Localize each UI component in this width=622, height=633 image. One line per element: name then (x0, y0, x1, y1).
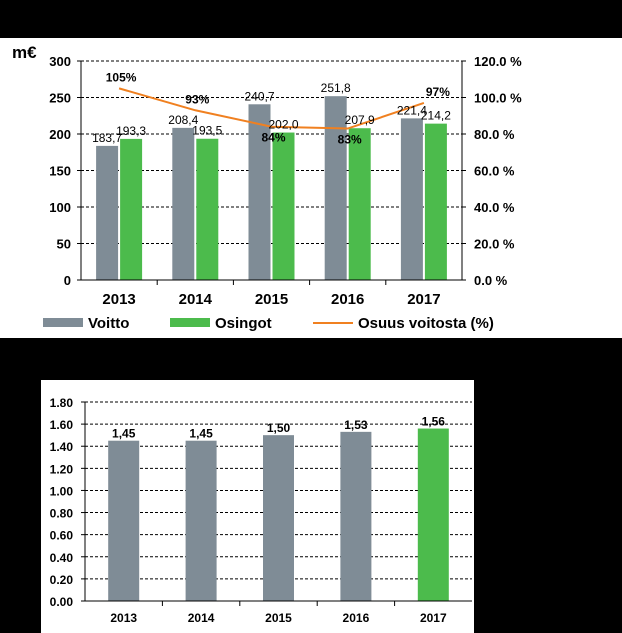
bar-voitto-2016 (324, 96, 347, 280)
y-tick-label: 1.60 (50, 418, 74, 432)
bar-voitto-2014 (172, 127, 195, 280)
legend-label-osuus: Osuus voitosta (%) (358, 315, 494, 332)
data-label-osingot: 193,5 (192, 124, 222, 138)
chart-2-grid (85, 401, 472, 580)
y2-tick-label: 0.0 % (474, 273, 508, 288)
y-tick-label: 1.40 (50, 440, 74, 454)
data-label-osuus: 84% (261, 131, 285, 145)
legend-swatch-osingot (170, 318, 210, 327)
y2-tick-label: 100.0 % (474, 91, 522, 106)
x-tick-label: 2013 (110, 611, 137, 625)
legend-label-voitto: Voitto (88, 315, 129, 332)
y-tick-label: 200 (49, 127, 71, 142)
y2-tick-label: 80.0 % (474, 127, 515, 142)
y2-tick-label: 60.0 % (474, 164, 515, 179)
data-label-osuus: 105% (106, 70, 137, 84)
bar-osingot-2015 (272, 132, 295, 280)
y2-tick-label: 20.0 % (474, 237, 515, 252)
chart-2-data-labels: 1,45 1,45 1,50 1,53 1,56 (112, 415, 445, 441)
chart-1-axes: 0 50 100 150 200 250 300 0.0 % 20.0 % 40.0 % 60.0 … (49, 54, 522, 308)
line-osuus-voitosta (118, 87, 425, 130)
data-label-voitto: 240,7 (244, 89, 274, 103)
y-tick-label: 50 (57, 237, 71, 252)
y2-tick-label: 120.0 % (474, 54, 522, 69)
data-label-osingot: 193,3 (116, 124, 146, 138)
data-label-voitto: 251,8 (321, 81, 351, 95)
bar-voitto-2015 (248, 104, 271, 280)
legend-swatch-voitto (43, 318, 83, 327)
x-tick-label: 2015 (265, 611, 292, 625)
chart-1-legend: Voitto Osingot Osuus voitosta (%) (43, 315, 494, 332)
chart-2-axes: 0.00 0.20 0.40 0.60 0.80 1.00 1.20 1.40 1.60 1.80… (50, 396, 472, 625)
bar-2016 (340, 431, 372, 601)
x-tick-label: 2014 (188, 611, 215, 625)
y2-tick-label: 40.0 % (474, 200, 515, 215)
x-tick-label: 2017 (407, 291, 440, 308)
chart-2: 1,45 1,45 1,50 1,53 1,56 0.00 0.20 0.40 0.60 0.8… (41, 380, 474, 633)
chart-2-bars (108, 428, 449, 601)
bar-voitto-2017 (400, 118, 423, 281)
legend-label-osingot: Osingot (215, 315, 272, 332)
bar-osingot-2013 (120, 138, 143, 280)
data-label-voitto: 208,4 (168, 113, 198, 127)
y-tick-label: 250 (49, 91, 71, 106)
data-label-osuus: 83% (338, 133, 362, 147)
data-label-voitto: 183,7 (92, 131, 122, 145)
bar-2013 (108, 440, 140, 601)
data-label-voitto: 221,4 (397, 103, 427, 117)
bar-osingot-2014 (196, 138, 219, 280)
y-tick-label: 1.00 (50, 484, 74, 498)
bar-2015 (263, 435, 294, 601)
y-tick-label: 0 (64, 273, 71, 288)
data-label-osuus: 93% (185, 92, 209, 106)
y-tick-label: 100 (49, 200, 71, 215)
x-tick-label: 2015 (255, 291, 288, 308)
chart-1-background (0, 38, 622, 338)
chart-1-line (118, 87, 425, 130)
chart-1-bars (96, 96, 447, 281)
x-tick-label: 2017 (420, 611, 447, 625)
chart-2-background (41, 380, 474, 633)
x-tick-label: 2016 (343, 611, 370, 625)
y-tick-label: 1.20 (50, 462, 74, 476)
chart-1-unit-label: m€ (12, 43, 37, 62)
y-tick-label: 1.80 (50, 396, 74, 410)
bar-osingot-2016 (348, 128, 371, 280)
y-tick-label: 0.60 (50, 529, 74, 543)
y-tick-label: 300 (49, 54, 71, 69)
chart-1-grid (81, 60, 462, 244)
x-tick-label: 2013 (102, 291, 135, 308)
data-label-osingot: 202,0 (268, 118, 298, 132)
bar-osingot-2017 (424, 123, 447, 280)
bar-voitto-2013 (96, 145, 119, 280)
x-tick-label: 2016 (331, 291, 364, 308)
data-label: 1,45 (189, 427, 213, 441)
data-label: 1,53 (344, 418, 368, 432)
y-tick-label: 0.00 (50, 595, 74, 609)
y-tick-label: 0.20 (50, 573, 74, 587)
data-label: 1,45 (112, 427, 136, 441)
bar-2017 (417, 428, 449, 601)
x-tick-label: 2014 (179, 291, 213, 308)
data-label: 1,50 (267, 421, 291, 435)
data-label-osuus: 97% (426, 85, 450, 99)
data-label-osingot: 214,2 (421, 109, 451, 123)
y-tick-label: 0.40 (50, 551, 74, 565)
data-label: 1,56 (422, 415, 446, 429)
y-tick-label: 0.80 (50, 507, 74, 521)
data-label-osingot: 207,9 (345, 113, 375, 127)
y-tick-label: 150 (49, 164, 71, 179)
bar-2014 (185, 440, 217, 601)
